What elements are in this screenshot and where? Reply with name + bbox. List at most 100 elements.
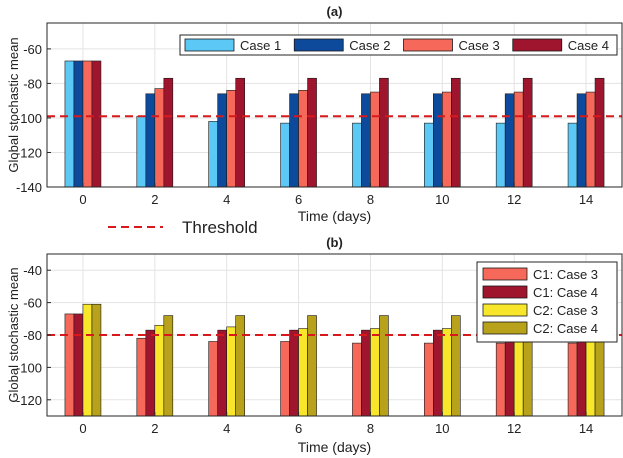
bar [145, 329, 156, 417]
bar [73, 313, 84, 417]
bar [576, 93, 587, 188]
legend-swatch [482, 321, 528, 335]
bar [433, 329, 443, 417]
legend-swatch [512, 38, 563, 52]
x-tick-label: 10 [435, 192, 449, 207]
bar [424, 342, 434, 417]
bar [298, 328, 308, 417]
bar [91, 303, 102, 417]
legend-swatch [482, 285, 528, 299]
bar [154, 324, 165, 417]
bar [361, 329, 371, 417]
bar [163, 315, 174, 417]
legend-swatch [293, 38, 344, 52]
bar [64, 60, 75, 188]
bar [217, 329, 227, 417]
bar [163, 77, 174, 188]
bar [145, 93, 156, 188]
bar [136, 115, 147, 188]
bar [576, 329, 587, 417]
y-tick-label: -60 [23, 42, 42, 57]
x-tick-label: 8 [367, 421, 374, 436]
bar [91, 60, 102, 188]
y-tick-label: -80 [23, 328, 42, 343]
chart-title: (b) [326, 235, 343, 250]
legend-label: Case 2 [349, 38, 390, 53]
bar [82, 60, 93, 188]
bar [289, 329, 299, 417]
bar [370, 328, 380, 417]
chart-a: -140 -120 -100 -80 -60 0 2 4 6 8 10 12 14 (a) Time (da… [6, 4, 623, 224]
y-tick-label: -140 [16, 180, 42, 195]
bar [289, 93, 299, 188]
y-tick-label: -40 [23, 263, 42, 278]
bar [361, 93, 371, 188]
bar [495, 342, 506, 417]
bar [208, 121, 218, 188]
chart-b: -120 -100 -80 -60 -40 0 2 4 6 8 10 12 14 (b) Time (day… [6, 235, 623, 455]
bar [352, 342, 362, 417]
legend-box [179, 34, 618, 56]
y-tick-label: -60 [23, 296, 42, 311]
bar [352, 122, 362, 188]
x-tick-label: 12 [507, 192, 521, 207]
axes-frame [46, 22, 623, 188]
legend-swatch [184, 38, 235, 52]
y-tick-label: -120 [16, 145, 42, 160]
bar [442, 328, 452, 417]
bar [370, 91, 380, 188]
x-tick-label: 2 [151, 421, 158, 436]
threshold-legend-label: Threshold [182, 218, 258, 237]
bar [307, 77, 317, 188]
bar [513, 91, 524, 188]
bar [379, 77, 389, 188]
x-tick-label: 4 [223, 192, 230, 207]
x-tick-label: 6 [295, 192, 302, 207]
bar [307, 315, 317, 417]
bar [280, 122, 290, 188]
x-tick-label: 6 [295, 421, 302, 436]
legend-label: C1: Case 3 [533, 267, 598, 282]
y-tick-label: -120 [16, 393, 42, 408]
bar [594, 77, 605, 188]
x-tick-label: 0 [79, 192, 86, 207]
bar [451, 315, 461, 417]
bar [495, 122, 506, 188]
legend-swatch [403, 38, 453, 52]
x-axis-label: Time (days) [298, 208, 371, 224]
x-tick-label: 14 [579, 421, 593, 436]
legend-label: Case 4 [568, 38, 609, 53]
x-axis-label: Time (days) [298, 439, 371, 455]
x-tick-label: 14 [579, 192, 593, 207]
bar [379, 315, 389, 417]
y-axis-label: Global stochastic mean [6, 267, 21, 402]
legend-swatch [482, 267, 528, 281]
bar [298, 90, 308, 188]
x-tick-label: 10 [435, 421, 449, 436]
legend-label: Case 3 [459, 38, 500, 53]
x-tick-label: 0 [79, 421, 86, 436]
y-axis-label: Global stochastic mean [6, 37, 21, 172]
bar [217, 93, 227, 188]
legend-label: Case 1 [240, 38, 281, 53]
bar [64, 313, 75, 417]
bar [154, 88, 165, 188]
bar [567, 342, 578, 417]
bar [433, 93, 443, 188]
bar [451, 77, 461, 188]
y-tick-label: -100 [16, 360, 42, 375]
legend-label: C2: Case 4 [533, 321, 598, 336]
x-tick-label: 8 [367, 192, 374, 207]
legend-label: C1: Case 4 [533, 285, 598, 300]
bar [136, 337, 147, 417]
bar [424, 122, 434, 188]
bar [208, 341, 218, 417]
y-tick-label: -80 [23, 76, 42, 91]
bar [504, 329, 515, 417]
bar [585, 91, 596, 188]
bar [280, 341, 290, 417]
x-tick-label: 2 [151, 192, 158, 207]
bar [235, 315, 245, 417]
threshold-legend: Threshold [108, 218, 258, 237]
